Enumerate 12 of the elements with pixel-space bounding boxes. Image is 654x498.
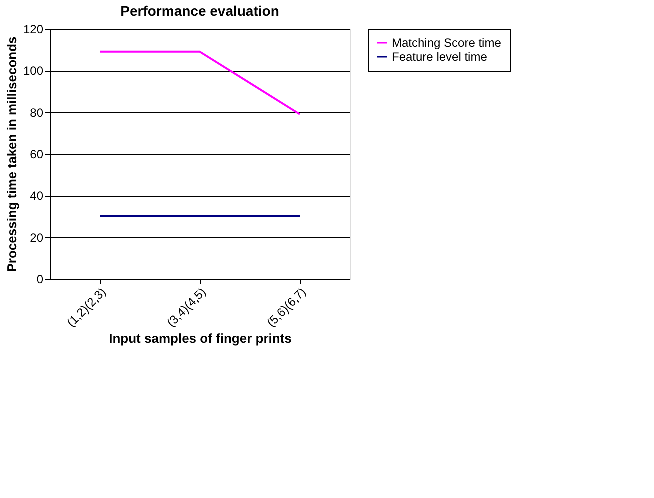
y-axis-title: Processing time taken in milliseconds bbox=[4, 36, 20, 272]
y-tick-label: 20 bbox=[30, 230, 44, 245]
y-tick-label: 40 bbox=[30, 189, 44, 204]
x-axis-title: Input samples of finger prints bbox=[109, 331, 292, 346]
chart-title: Performance evaluation bbox=[120, 3, 280, 19]
y-tick-label: 0 bbox=[36, 272, 44, 286]
legend-label: Feature level time bbox=[392, 50, 488, 64]
legend-label: Matching Score time bbox=[392, 36, 502, 50]
y-tick-label: 120 bbox=[23, 22, 44, 36]
y-tick-label: 80 bbox=[30, 106, 44, 120]
y-tick-label: 60 bbox=[30, 148, 44, 162]
y-tick-label: 100 bbox=[23, 64, 44, 78]
